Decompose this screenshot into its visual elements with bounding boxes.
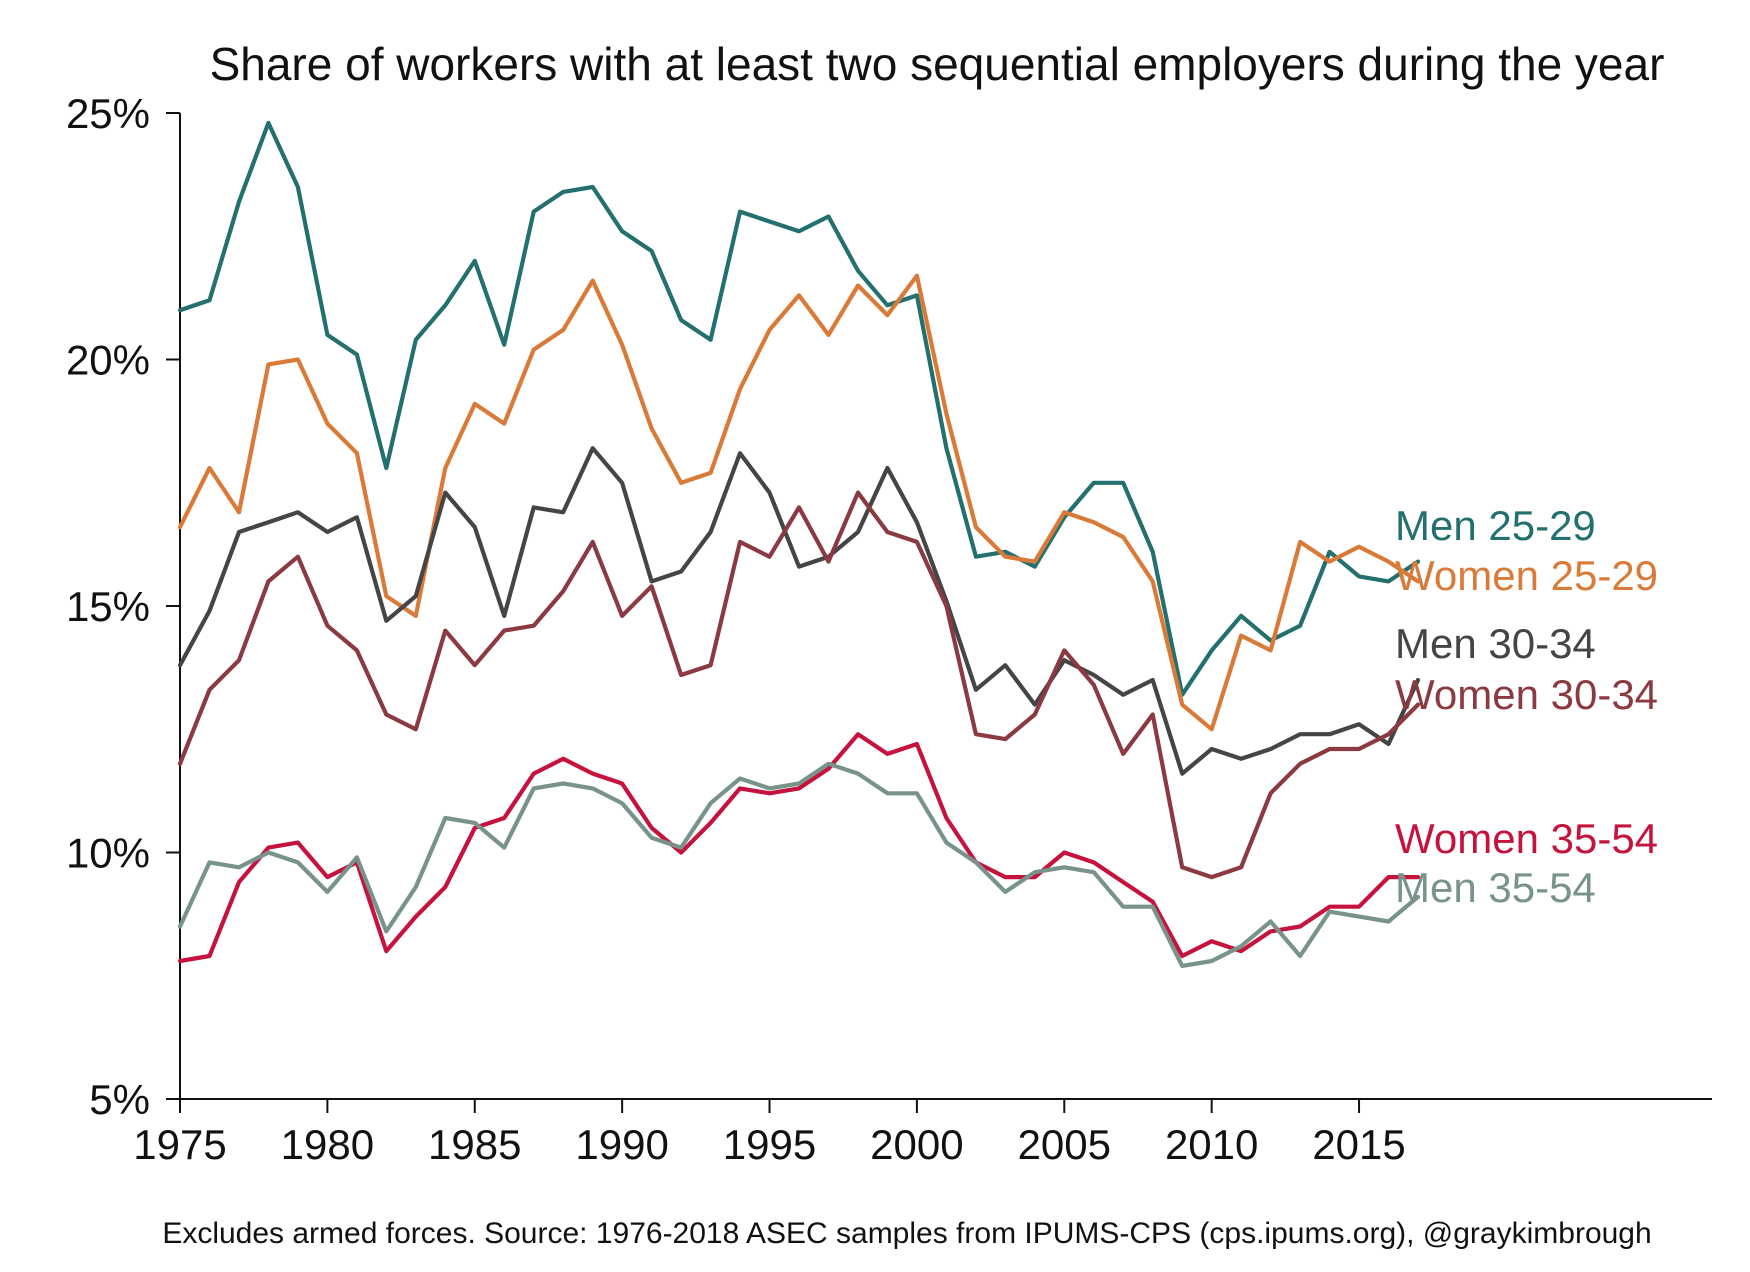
x-tick-label: 1985 — [428, 1121, 521, 1168]
y-tick-label: 5% — [89, 1076, 150, 1123]
series-label-men-35-54: Men 35-54 — [1395, 864, 1596, 911]
series-line-men-35-54 — [177, 761, 1421, 969]
y-tick-label: 25% — [66, 90, 150, 137]
y-axis-ticks: 5% 10% 15% 20% 25% — [66, 90, 180, 1123]
x-tick-label: 1980 — [281, 1121, 374, 1168]
series-line-men-30-34 — [177, 446, 1421, 776]
series-line-men-25-29 — [177, 120, 1421, 697]
y-tick-label: 15% — [66, 583, 150, 630]
series-label-men-25-29: Men 25-29 — [1395, 502, 1596, 549]
series-label-men-30-34: Men 30-34 — [1395, 620, 1596, 667]
x-tick-label: 1975 — [133, 1121, 226, 1168]
y-tick-label: 10% — [66, 830, 150, 877]
series-label-women-35-54: Women 35-54 — [1395, 815, 1658, 862]
series-label-women-25-29: Women 25-29 — [1395, 552, 1658, 599]
x-tick-label: 2000 — [870, 1121, 963, 1168]
chart-title: Share of workers with at least two seque… — [210, 38, 1665, 90]
source-note: Excludes armed forces. Source: 1976-2018… — [162, 1217, 1651, 1250]
x-tick-label: 2015 — [1312, 1121, 1405, 1168]
series-lines — [177, 120, 1421, 969]
x-tick-label: 2005 — [1018, 1121, 1111, 1168]
x-axis-ticks: 1975 1980 1985 1990 1995 2000 2005 2010 2015 — [133, 1099, 1406, 1168]
series-line-women-25-29 — [177, 273, 1421, 732]
x-tick-label: 1990 — [575, 1121, 668, 1168]
series-line-women-35-54 — [177, 732, 1421, 964]
series-line-women-30-34 — [177, 490, 1421, 880]
series-label-women-30-34: Women 30-34 — [1395, 671, 1658, 718]
y-tick-label: 20% — [66, 337, 150, 384]
x-tick-label: 2010 — [1165, 1121, 1258, 1168]
x-tick-label: 1995 — [723, 1121, 816, 1168]
